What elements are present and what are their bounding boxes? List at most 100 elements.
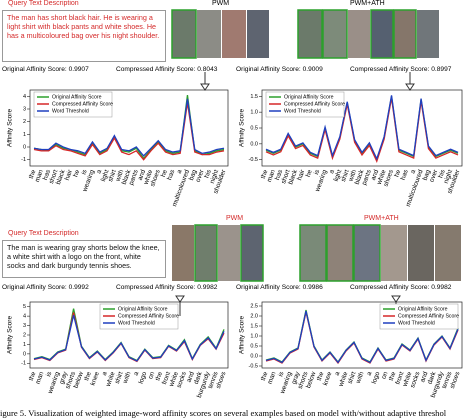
x-tick-label: a (101, 371, 109, 377)
x-tick-label: with (114, 169, 125, 184)
legend-label: Original Affinity Score (52, 94, 102, 100)
x-tick-label: is (277, 370, 285, 378)
x-tick-label: has (400, 168, 410, 181)
x-tick-label: over (428, 168, 439, 183)
x-tick-label: on (380, 371, 389, 381)
method-label: PWM+ATH (364, 215, 399, 222)
x-tick-label: has (274, 168, 284, 181)
y-tick-label: 0.0 (250, 353, 258, 359)
legend-box (99, 303, 179, 330)
x-tick-label: the (28, 371, 38, 382)
x-tick-label: over (195, 168, 206, 183)
x-tick-label: hair (64, 168, 75, 181)
x-tick-label: short (48, 169, 60, 185)
x-tick-label: the (154, 371, 164, 382)
y-axis-label: Affinity Score (7, 316, 14, 355)
x-tick-label: man (35, 371, 46, 386)
x-tick-label: and (370, 169, 380, 182)
x-tick-label: night (209, 169, 220, 185)
x-tick-label: he (72, 169, 81, 179)
x-tick-label: with (347, 169, 358, 184)
x-tick-label: is (313, 168, 321, 176)
query-text: The man is wearing gray shorts below the… (2, 240, 166, 278)
score: Original Affinity Score: 0.9992 (2, 284, 89, 291)
x-tick-label: knee (322, 371, 334, 387)
score: Compressed Affinity Score: 0.8997 (350, 66, 452, 73)
x-tick-label: gray (58, 370, 69, 385)
legend-label: Original Affinity Score (118, 306, 168, 312)
x-tick-label: he (160, 169, 169, 179)
y-tick-label: 0 (23, 144, 26, 150)
x-tick-label: short (280, 169, 292, 185)
x-tick-label: front (161, 371, 172, 386)
x-tick-label: a (409, 169, 417, 175)
x-tick-label: bag (188, 169, 198, 182)
y-tick-label: 4 (23, 94, 26, 100)
plot-frame (29, 89, 229, 167)
x-tick-label: shirt (107, 169, 118, 183)
x-tick-label: has (166, 168, 176, 181)
series-line (265, 95, 459, 161)
x-tick-label: logo (371, 371, 382, 385)
x-tick-label: he (305, 169, 314, 179)
score: Original Affinity Score: 0.9986 (236, 284, 323, 291)
y-tick-label: 1.5 (250, 323, 258, 329)
x-tick-label: hair (296, 168, 307, 181)
x-tick-label: shirt (340, 169, 351, 183)
query-heading: Query Text Description (8, 230, 79, 237)
method-label: PWM (212, 0, 230, 7)
y-tick-label: -0.5 (249, 363, 258, 369)
y-tick-label: 1 (23, 342, 26, 348)
x-tick-label: the (388, 371, 398, 382)
x-tick-label: the (316, 371, 326, 382)
legend-label: Original Affinity Score (284, 94, 334, 100)
legend-label: Original Affinity Score (398, 306, 448, 312)
x-tick-label: he (393, 169, 402, 179)
x-tick-label: shirt (347, 371, 358, 385)
x-tick-label: logo (138, 371, 149, 385)
y-tick-label: 0.0 (250, 141, 258, 147)
y-tick-label: 5 (23, 304, 26, 310)
score: Original Affinity Score: 0.9907 (2, 66, 89, 73)
y-tick-label: 0.5 (250, 125, 258, 131)
x-tick-label: shirt (114, 371, 125, 385)
x-tick-label: with (122, 371, 133, 386)
legend-label: Compressed Affinity Score (118, 313, 179, 319)
score: Compressed Affinity Score: 0.9982 (350, 284, 452, 291)
x-tick-label: a (334, 371, 342, 377)
x-tick-label: man (267, 371, 278, 386)
x-tick-label: man (266, 169, 277, 184)
y-tick-label: 2 (23, 119, 26, 125)
y-axis-label: Affinity Score (239, 316, 246, 355)
legend-label: Word Threshold (398, 320, 435, 326)
x-tick-label: has (42, 168, 52, 181)
y-tick-label: 1.5 (250, 94, 258, 100)
y-tick-label: 2.0 (250, 313, 258, 319)
person-images (171, 9, 461, 282)
x-tick-label: a (133, 371, 141, 377)
x-tick-label: knee (89, 371, 101, 387)
y-tick-label: 0.5 (250, 343, 258, 349)
y-tick-label: 1.0 (250, 110, 258, 116)
method-label: PWM (226, 215, 244, 222)
x-tick-label: his (437, 168, 447, 179)
x-tick-label: is (80, 168, 88, 176)
y-tick-label: 1 (23, 132, 26, 138)
x-tick-label: light (100, 169, 111, 183)
arrows (175, 72, 415, 316)
x-tick-label: a (95, 169, 103, 175)
score: Compressed Affinity Score: 0.9982 (116, 284, 218, 291)
x-tick-label: and (419, 371, 429, 384)
x-tick-label: front (394, 371, 405, 386)
y-tick-label: 3 (23, 106, 26, 112)
series-line (33, 315, 225, 362)
legend-label: Compressed Affinity Score (52, 101, 113, 107)
plot-frame (261, 301, 463, 369)
y-tick-label: -1 (21, 361, 26, 367)
x-tick-label: the (260, 169, 270, 180)
